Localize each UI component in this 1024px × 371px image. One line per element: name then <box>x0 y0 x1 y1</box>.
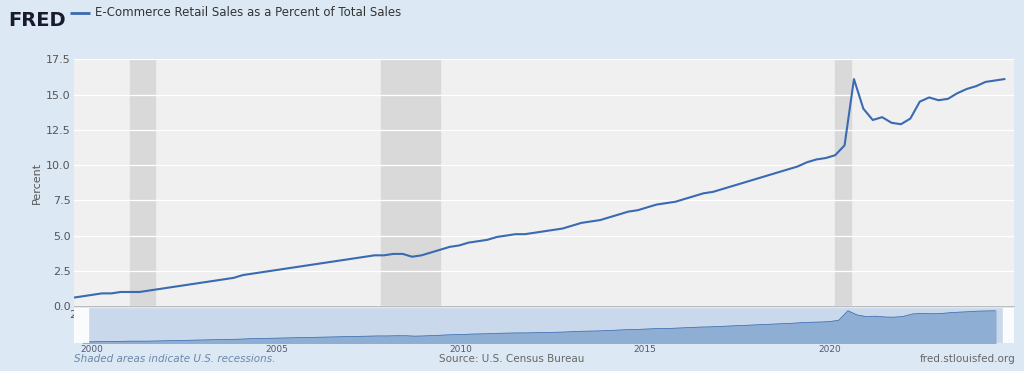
Text: Shaded areas indicate U.S. recessions.: Shaded areas indicate U.S. recessions. <box>74 354 275 364</box>
Text: Source: U.S. Census Bureau: Source: U.S. Census Bureau <box>439 354 585 364</box>
Text: .: . <box>59 12 61 18</box>
Text: fred.stlouisfed.org: fred.stlouisfed.org <box>920 354 1016 364</box>
Bar <box>1002 308 1014 343</box>
Bar <box>74 308 88 343</box>
Text: FRED: FRED <box>8 11 66 30</box>
Text: E-Commerce Retail Sales as a Percent of Total Sales: E-Commerce Retail Sales as a Percent of … <box>95 6 401 20</box>
Bar <box>381 59 440 306</box>
Y-axis label: Percent: Percent <box>32 162 42 204</box>
Bar <box>130 59 156 306</box>
Bar <box>836 59 851 306</box>
